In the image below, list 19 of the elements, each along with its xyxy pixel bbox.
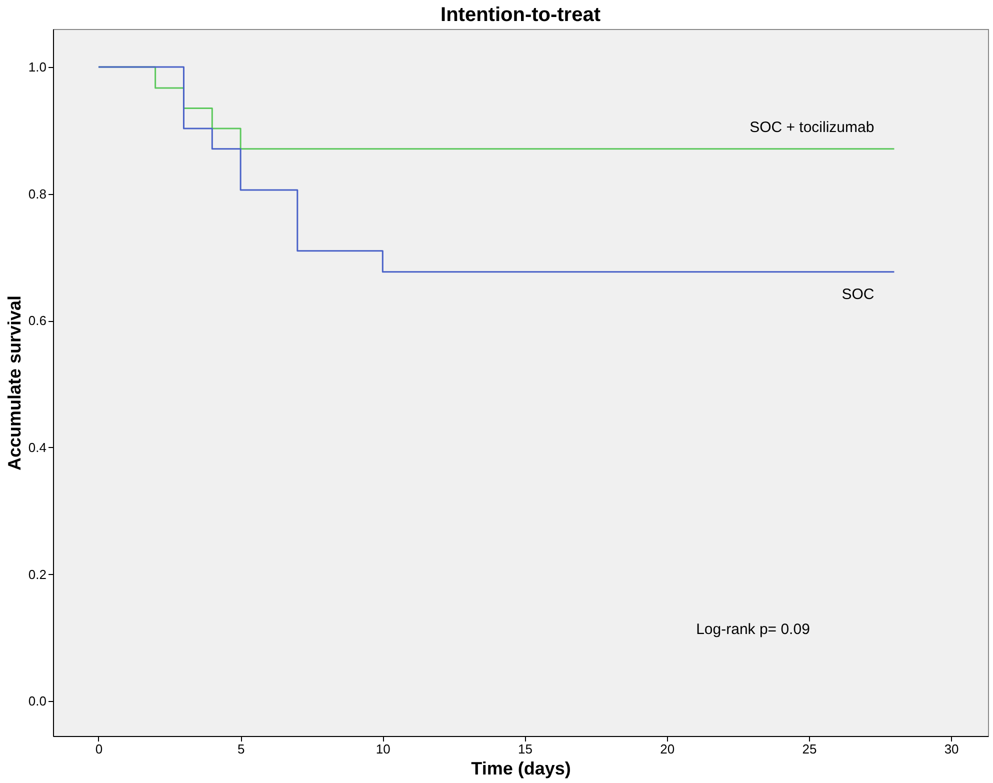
series-label: SOC bbox=[842, 286, 874, 303]
y-tick-label: 1.0 bbox=[28, 60, 46, 75]
series-label: SOC + tocilizumab bbox=[750, 118, 874, 136]
x-tick-label: 10 bbox=[376, 742, 390, 756]
x-axis-title: Time (days) bbox=[471, 758, 571, 778]
y-tick-label: 0.6 bbox=[28, 313, 46, 328]
x-tick-label: 0 bbox=[95, 742, 103, 756]
x-tick-label: 5 bbox=[237, 742, 245, 756]
x-tick-label: 25 bbox=[802, 742, 817, 756]
y-tick-label: 0.2 bbox=[28, 566, 46, 582]
chart-title: Intention-to-treat bbox=[440, 4, 601, 26]
y-tick-label: 0.4 bbox=[28, 440, 46, 455]
annotation: Log-rank p= 0.09 bbox=[696, 621, 810, 638]
y-tick-label: 0.0 bbox=[28, 694, 46, 709]
x-tick-label: 20 bbox=[660, 742, 675, 756]
y-axis-title: Accumulate survival bbox=[4, 295, 24, 471]
x-tick-label: 30 bbox=[944, 742, 959, 756]
x-tick-label: 15 bbox=[518, 742, 532, 756]
y-tick-label: 0.8 bbox=[28, 186, 46, 202]
